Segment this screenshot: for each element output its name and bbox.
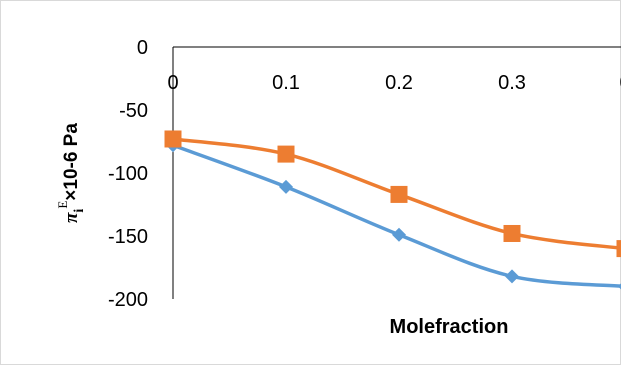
x-tick-label: 0.1 [272, 72, 300, 94]
y-axis-title: πiE×10-6 Pa [55, 123, 87, 223]
x-tick-label: 0.3 [498, 72, 526, 94]
data-point-square [391, 186, 408, 203]
data-point-diamond [505, 269, 519, 283]
x-axis-title: Molefraction [390, 316, 509, 338]
data-point-square [617, 240, 621, 257]
y-tick-label: -50 [119, 100, 148, 122]
data-point-square [278, 146, 295, 163]
y-tick-label: -150 [108, 226, 148, 248]
series-layer [165, 130, 621, 293]
data-point-diamond [279, 180, 293, 194]
x-tick-label: 0.2 [385, 72, 413, 94]
data-point-diamond [392, 228, 406, 242]
series-1-line [173, 145, 621, 286]
series-1 [166, 138, 621, 293]
y-tick-label: -200 [108, 289, 148, 311]
data-point-square [165, 130, 182, 147]
y-tick-label: -100 [108, 163, 148, 185]
data-point-square [504, 225, 521, 242]
x-tick-labels: 00.10.20.30 [167, 72, 621, 94]
y-tick-labels: 0 -50 -100 -150 -200 [108, 37, 148, 311]
y-tick-label: 0 [137, 37, 148, 59]
series-2 [165, 130, 621, 257]
